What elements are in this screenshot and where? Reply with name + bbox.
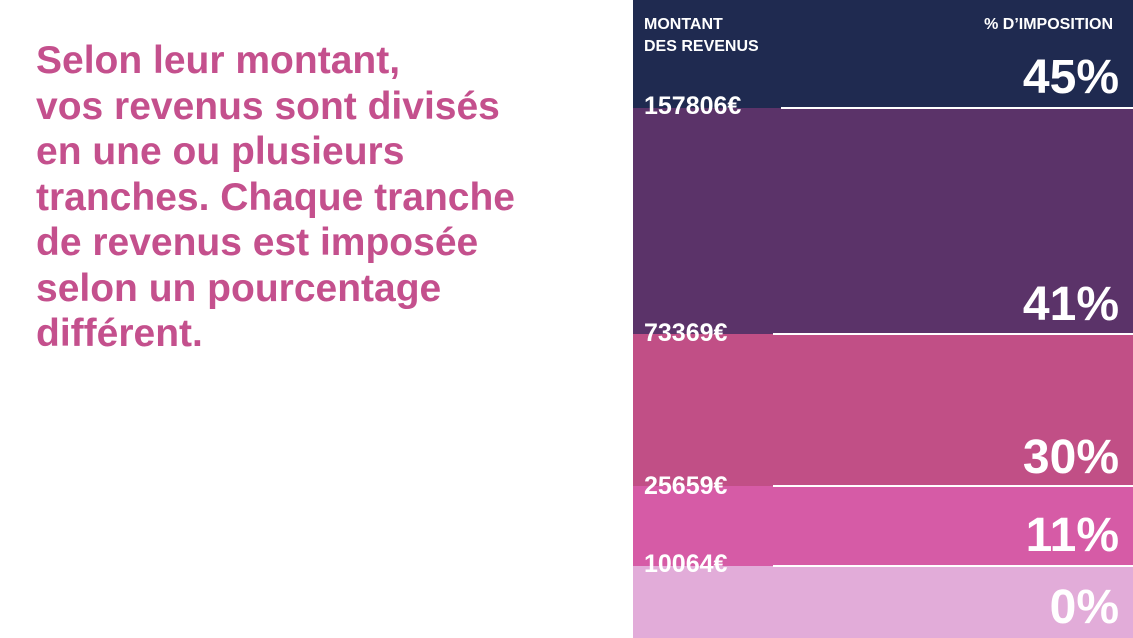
- income-column-header: MONTANT DES REVENUS: [644, 16, 759, 55]
- threshold-line-73369: [773, 333, 1133, 335]
- bracket-band-0: [633, 566, 1133, 638]
- bracket-band-30: [633, 334, 1133, 486]
- tax-bracket-scale: MONTANT DES REVENUS % D’IMPOSITION 45% 4…: [633, 0, 1133, 638]
- rate-column-header: % D’IMPOSITION: [984, 16, 1113, 33]
- threshold-label-73369: 73369€: [644, 319, 728, 347]
- threshold-line-10064: [773, 565, 1133, 567]
- rate-label-45: 45%: [1022, 51, 1119, 104]
- bracket-band-41: [633, 108, 1133, 334]
- threshold-line-25659: [773, 485, 1133, 487]
- bracket-band-11: [633, 486, 1133, 566]
- threshold-label-10064: 10064€: [644, 550, 728, 578]
- threshold-line-157806: [781, 107, 1133, 109]
- rate-label-11: 11%: [1025, 509, 1119, 562]
- bracket-band-45: [633, 0, 1133, 108]
- rate-label-30: 30%: [1022, 431, 1119, 484]
- intro-text: Selon leur montant, vos revenus sont div…: [36, 39, 515, 355]
- rate-label-0: 0%: [1049, 581, 1119, 634]
- threshold-label-25659: 25659€: [644, 472, 728, 500]
- rate-label-41: 41%: [1022, 278, 1119, 331]
- threshold-label-157806: 157806€: [644, 92, 742, 120]
